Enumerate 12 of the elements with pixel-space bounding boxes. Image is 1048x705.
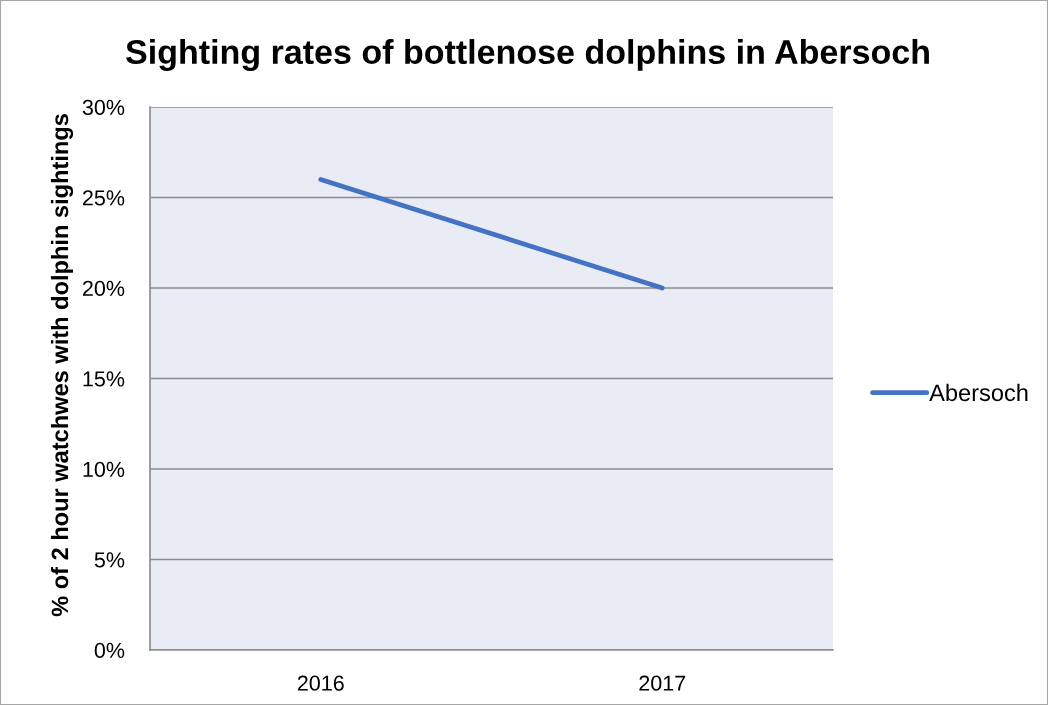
y-tick-label: 30% (82, 99, 125, 116)
y-tick-label: 25% (83, 190, 125, 206)
x-tick-label: 2016 (297, 675, 344, 691)
legend-label: Abersoch (929, 383, 1028, 402)
y-tick-label: 5% (94, 552, 125, 568)
y-tick-label: 10% (83, 461, 125, 478)
y-tick-label: 15% (83, 371, 125, 387)
y-axis-title: % of 2 hour watchwes with dolphin sightings (50, 114, 74, 617)
chart-title: Sighting rates of bottlenose dolphins in Abersoch (126, 39, 929, 71)
y-tick-label: 0% (94, 642, 125, 659)
x-tick-label: 2017 (639, 675, 686, 691)
y-tick-label: 20% (83, 280, 125, 297)
